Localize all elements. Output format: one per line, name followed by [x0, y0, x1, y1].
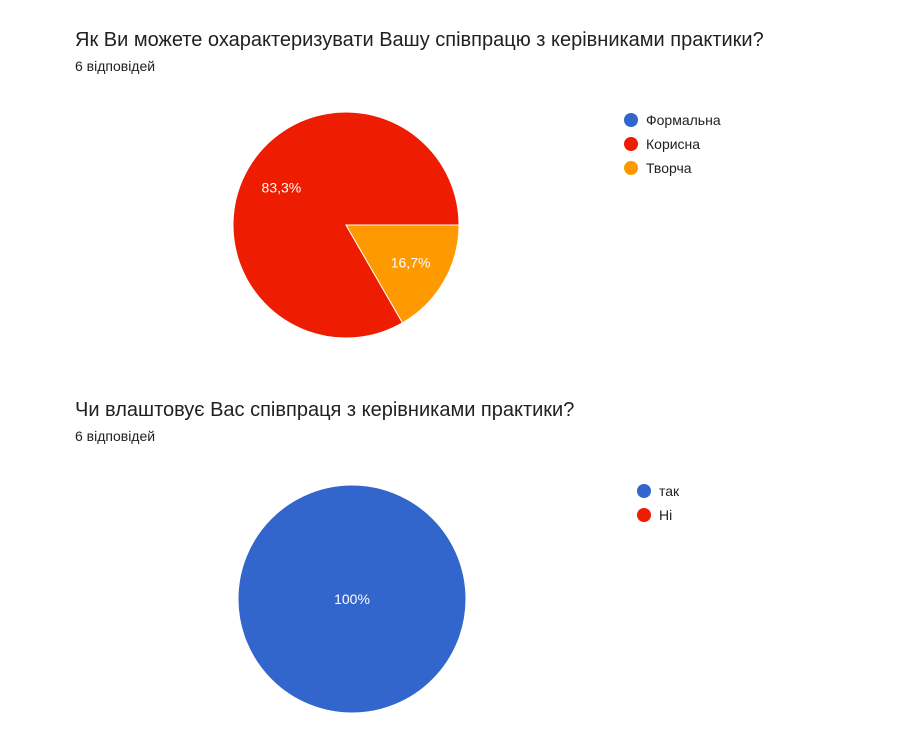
chart-legend: так Ні: [637, 479, 679, 527]
legend-swatch: [624, 137, 638, 151]
pie-slice-так[interactable]: [237, 484, 467, 714]
legend-label: так: [659, 483, 680, 499]
pie-label-творча: 16,7%: [391, 254, 431, 270]
response-count: 6 відповідей: [75, 58, 156, 74]
response-count: 6 відповідей: [75, 428, 156, 444]
pie-chart: 100%: [237, 484, 467, 714]
pie-label-так: 100%: [334, 591, 370, 607]
legend-item-творча[interactable]: Творча: [624, 156, 721, 180]
legend-label: Ні: [659, 507, 673, 523]
legend-swatch: [637, 484, 651, 498]
pie-chart-cooperation-satisfaction: Чи влаштовує Вас співпраця з керівниками…: [0, 370, 922, 733]
pie-chart: 83,3% 16,7%: [232, 111, 460, 339]
legend-item-корисна[interactable]: Корисна: [624, 132, 721, 156]
chart-legend: Формальна Корисна Творча: [624, 108, 721, 180]
legend-item-так[interactable]: так: [637, 479, 679, 503]
legend-swatch: [624, 161, 638, 175]
legend-item-ні[interactable]: Ні: [637, 503, 679, 527]
question-title: Чи влаштовує Вас співпраця з керівниками…: [75, 399, 575, 421]
pie-label-корисна: 83,3%: [262, 180, 302, 196]
legend-swatch: [637, 508, 651, 522]
question-title: Як Ви можете охарактеризувати Вашу співп…: [75, 29, 764, 51]
pie-slice-творча[interactable]: [345, 224, 460, 324]
legend-label: Корисна: [646, 136, 701, 152]
legend-label: Формальна: [646, 112, 721, 128]
pie-chart-cooperation-type: Як Ви можете охарактеризувати Вашу співп…: [75, 29, 764, 339]
legend-swatch: [624, 113, 638, 127]
legend-item-формальна[interactable]: Формальна: [624, 108, 721, 132]
legend-label: Творча: [646, 160, 692, 176]
